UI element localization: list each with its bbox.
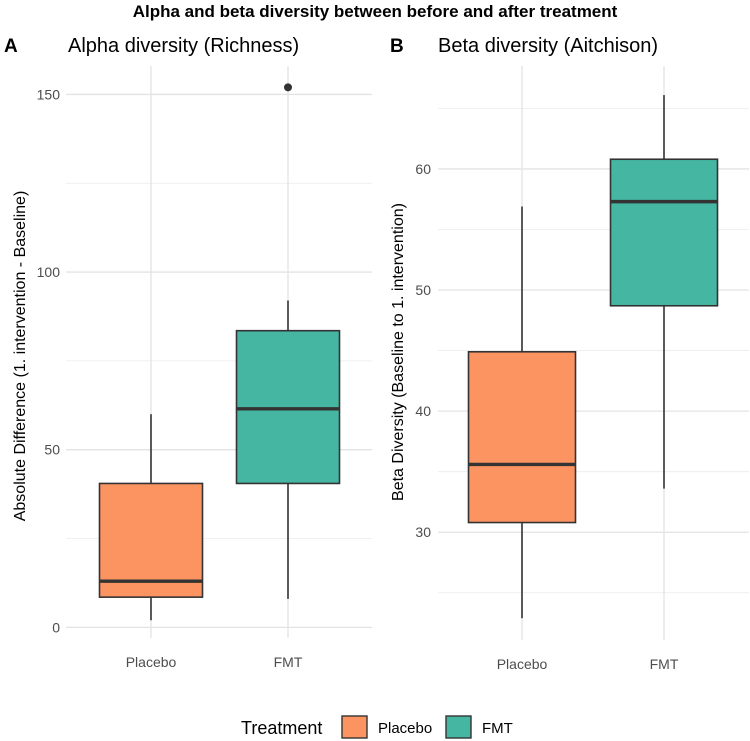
x-tick-label-placebo: Placebo xyxy=(126,654,177,670)
chart-title-beta: Beta diversity (Aitchison) xyxy=(438,35,658,57)
legend-label-placebo: Placebo xyxy=(378,720,432,737)
y-tick-label-alpha: 0 xyxy=(52,619,60,635)
box-body xyxy=(98,482,204,598)
y-axis-label-beta: Beta Diversity (Baseline to 1. intervent… xyxy=(390,203,407,501)
y-tick-label-alpha: 150 xyxy=(37,86,61,102)
legend: Treatment Placebo FMT xyxy=(241,715,513,739)
legend-swatch-fmt xyxy=(445,715,472,739)
outlier-point xyxy=(284,83,292,92)
x-tick-label-placebo: Placebo xyxy=(497,656,548,672)
x-tick-label-fmt: FMT xyxy=(650,656,679,672)
y-tick-label-beta: 50 xyxy=(415,282,431,298)
panel-alpha-diversity: A Alpha diversity (Richness) Absolute Di… xyxy=(4,35,372,670)
y-tick-label-beta: 60 xyxy=(415,161,431,177)
y-tick-label-beta: 30 xyxy=(415,524,431,540)
box-body xyxy=(609,158,719,307)
legend-title: Treatment xyxy=(241,718,322,738)
y-tick-label-alpha: 50 xyxy=(44,442,60,458)
y-tick-label-beta: 40 xyxy=(415,403,431,419)
box-placebo-beta xyxy=(467,206,577,619)
panel-label-b: B xyxy=(390,36,404,57)
y-tick-label-alpha: 100 xyxy=(37,264,61,280)
box-fmt-alpha xyxy=(235,83,341,599)
legend-swatch-placebo xyxy=(341,715,368,739)
chart-title-alpha: Alpha diversity (Richness) xyxy=(68,35,299,57)
panel-label-a: A xyxy=(4,36,18,57)
box-placebo-alpha xyxy=(98,414,204,621)
x-tick-label-fmt: FMT xyxy=(274,654,303,670)
legend-label-fmt: FMT xyxy=(482,720,513,737)
panel-beta-diversity: B Beta diversity (Aitchison) Beta Divers… xyxy=(390,35,749,672)
box-body xyxy=(467,350,577,524)
y-axis-label-alpha: Absolute Difference (1. intervention - B… xyxy=(12,191,29,522)
figure-title: Alpha and beta diversity between before … xyxy=(133,2,618,21)
box-fmt-beta xyxy=(609,95,719,489)
box-body xyxy=(235,329,341,485)
